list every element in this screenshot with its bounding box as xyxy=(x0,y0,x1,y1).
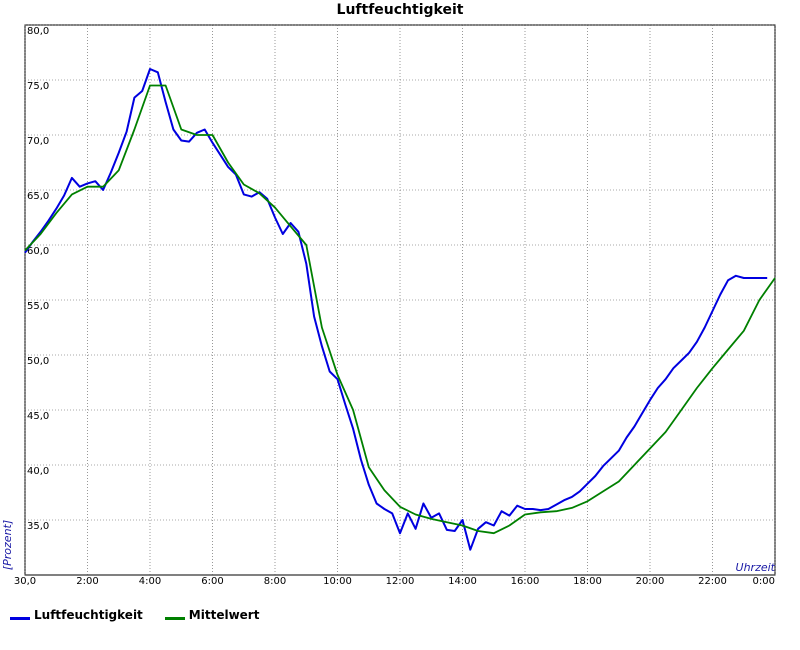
x-tick-label: 14:00 xyxy=(448,576,477,587)
y-tick-label: 65,0 xyxy=(27,191,49,202)
y-tick-label: 35,0 xyxy=(27,521,49,532)
series-line-mittelwert xyxy=(24,84,776,535)
x-tick-label: 8:00 xyxy=(264,576,286,587)
grid-lines xyxy=(24,24,776,575)
y-tick-label: 60,0 xyxy=(27,246,49,257)
y-tick-label: 75,0 xyxy=(27,81,49,92)
legend-swatch-luftfeuchtigkeit xyxy=(10,616,30,620)
x-tick-label: 0:00 xyxy=(753,576,775,587)
y-tick-label: 70,0 xyxy=(27,136,49,147)
y-tick-label: 80,0 xyxy=(27,26,49,37)
y-tick-label: 45,0 xyxy=(27,411,49,422)
x-tick-label: 20:00 xyxy=(636,576,665,587)
x-tick-label: 16:00 xyxy=(511,576,540,587)
y-tick-label: 50,0 xyxy=(27,356,49,367)
chart-title: Luftfeuchtigkeit xyxy=(337,2,464,18)
y-tick-label: 40,0 xyxy=(27,466,49,477)
x-tick-label: 4:00 xyxy=(139,576,161,587)
series-lines xyxy=(24,68,776,551)
y-tick-labels: 80,0 75,0 70,0 65,0 60,0 55,0 50,0 45,0 40,0 35,0 xyxy=(27,26,49,532)
x-tick-label: 2:00 xyxy=(76,576,98,587)
series-line-luftfeuchtigkeit xyxy=(24,68,768,551)
x-tick-label: 18:00 xyxy=(573,576,602,587)
y-axis-label: [Prozent] xyxy=(1,520,14,570)
legend-item-luftfeuchtigkeit: Luftfeuchtigkeit xyxy=(10,608,143,622)
x-tick-label: 6:00 xyxy=(201,576,223,587)
legend-swatch-mittelwert xyxy=(164,616,185,620)
x-tick-label: 30,0 xyxy=(14,576,36,587)
legend-label-luftfeuchtigkeit: Luftfeuchtigkeit xyxy=(34,608,143,622)
x-tick-label: 22:00 xyxy=(698,576,727,587)
x-tick-label: 12:00 xyxy=(386,576,415,587)
legend-item-mittelwert: Mittelwert xyxy=(164,608,260,622)
legend-label-mittelwert: Mittelwert xyxy=(188,608,260,622)
x-tick-labels: 30,0 2:00 4:00 6:00 8:00 10:00 12:00 14:00 16:00… xyxy=(14,576,775,587)
y-tick-label: 55,0 xyxy=(27,301,49,312)
x-tick-label: 10:00 xyxy=(323,576,352,587)
x-axis-label: Uhrzeit xyxy=(736,561,776,574)
legend: Luftfeuchtigkeit Mittelwert xyxy=(10,608,259,622)
